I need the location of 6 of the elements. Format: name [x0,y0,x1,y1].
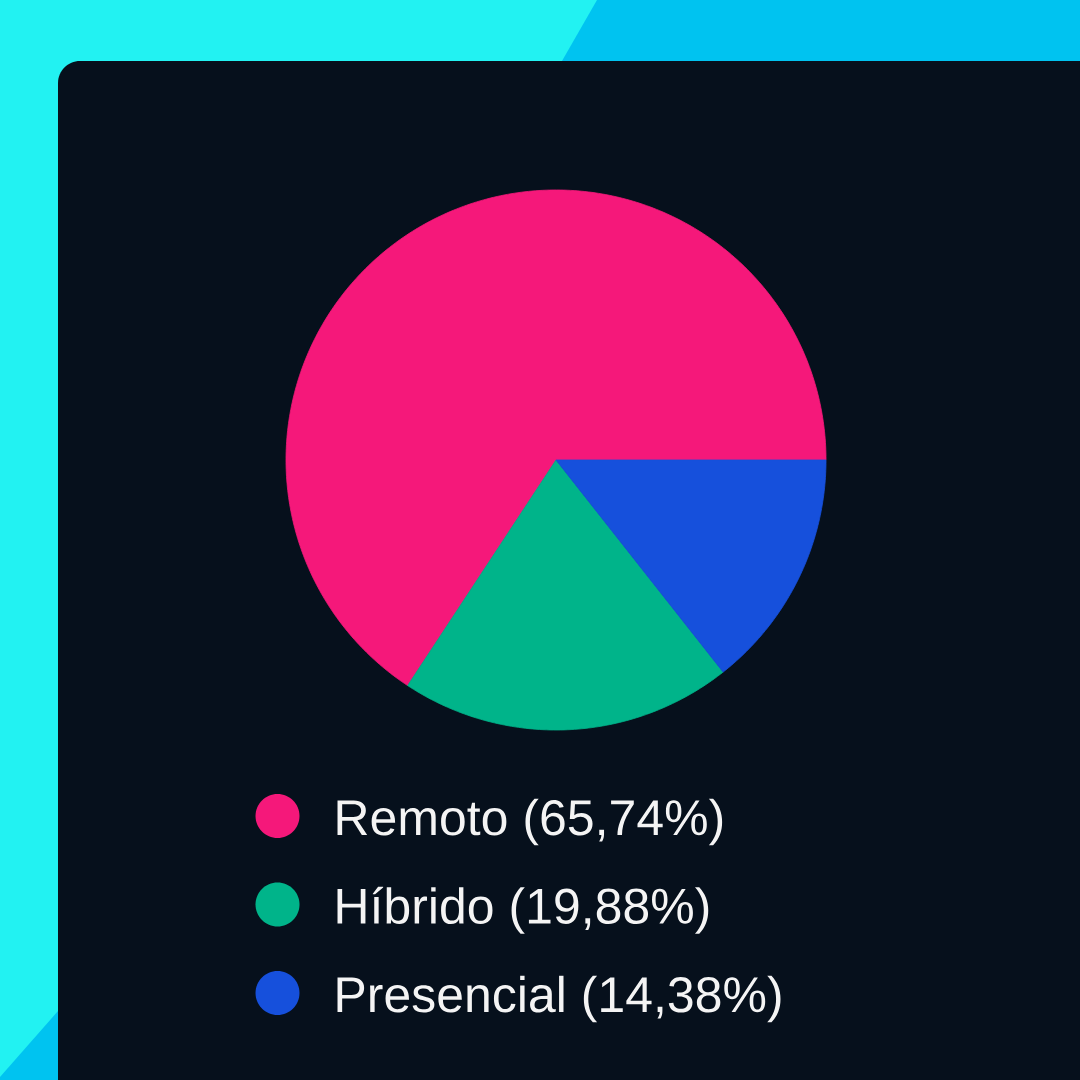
data-label: (65,74%) [525,798,723,846]
legend-label: Híbrido [337,886,493,924]
legend-label: Presencial [337,975,564,1013]
data-label: (14,38%) [583,975,781,1023]
data-label: (19,88%) [511,887,709,934]
legend-label: Remoto [337,800,507,836]
